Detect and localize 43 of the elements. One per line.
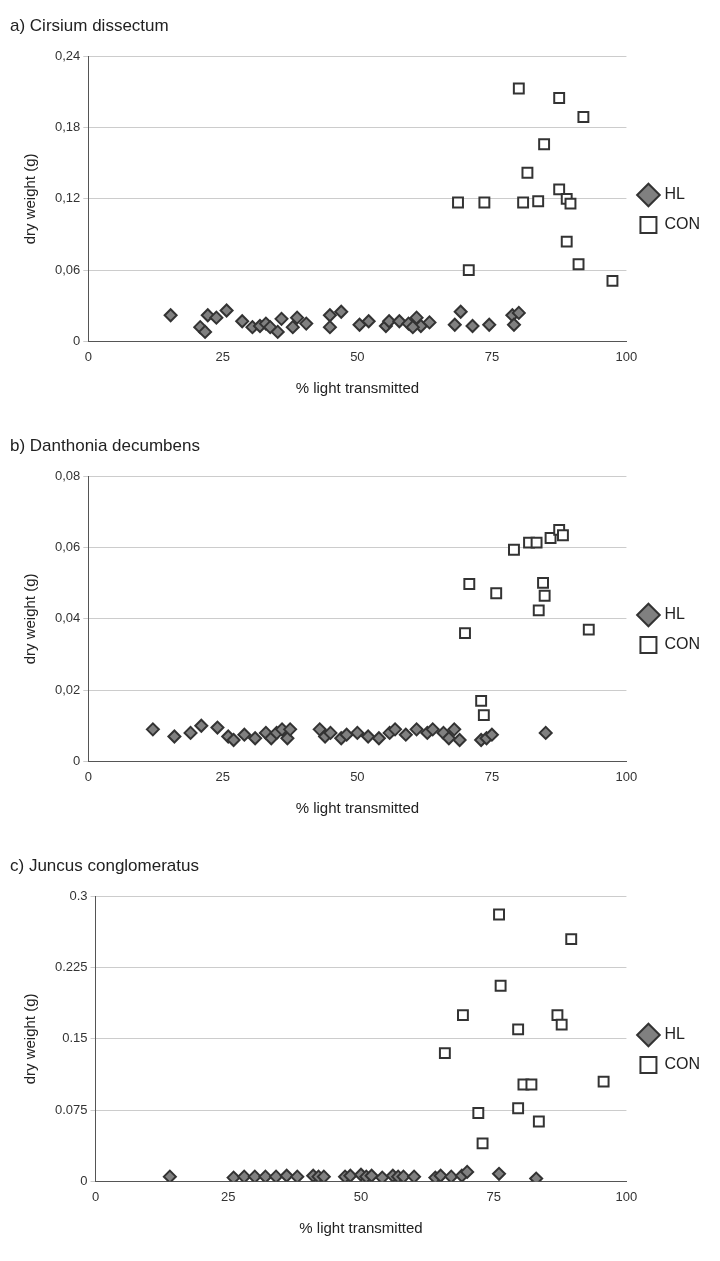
legend-label: HL <box>664 605 685 623</box>
y-axis-title: dry weight (g) <box>21 993 39 1085</box>
y-tick-label: 0.075 <box>54 1101 88 1117</box>
y-tick-label: 0,04 <box>54 610 81 626</box>
chart-title: b) Danthonia decumbens <box>10 435 200 455</box>
y-axis-title: dry weight (g) <box>21 573 39 665</box>
y-tick-label: 0 <box>73 752 81 768</box>
x-tick-label: 75 <box>484 348 500 364</box>
y-tick-label: 0,08 <box>54 467 81 483</box>
y-tick-label: 0,06 <box>54 539 81 555</box>
x-tick-label: 50 <box>350 768 365 784</box>
x-tick-label: 0 <box>91 1188 100 1204</box>
chart-title: c) Juncus conglomeratus <box>10 855 199 875</box>
y-tick-label: 0.3 <box>69 887 88 903</box>
y-tick-label: 0.15 <box>62 1030 88 1046</box>
x-axis-title: % light transmitted <box>295 379 420 397</box>
x-axis-title: % light transmitted <box>299 1219 423 1237</box>
x-tick-label: 25 <box>215 348 231 364</box>
y-tick-label: 0.225 <box>54 959 88 975</box>
y-tick-label: 0,18 <box>54 119 81 135</box>
x-tick-label: 75 <box>486 1188 501 1204</box>
chart-title: a) Cirsium dissectum <box>10 15 169 35</box>
x-tick-label: 100 <box>615 348 638 364</box>
x-tick-label: 50 <box>350 348 365 364</box>
y-axis-title: dry weight (g) <box>21 153 39 245</box>
y-tick-label: 0,06 <box>54 261 81 277</box>
x-axis-title: % light transmitted <box>295 799 420 817</box>
x-tick-label: 75 <box>484 768 500 784</box>
legend-label: HL <box>664 1025 685 1043</box>
y-tick-label: 0,12 <box>54 190 81 206</box>
legend-label: CON <box>664 1055 701 1073</box>
x-tick-label: 25 <box>215 768 231 784</box>
legend-label: HL <box>664 185 685 203</box>
x-tick-label: 25 <box>221 1188 236 1204</box>
legend-label: CON <box>664 215 701 233</box>
x-tick-label: 100 <box>615 768 638 784</box>
y-tick-label: 0 <box>80 1172 88 1188</box>
y-tick-label: 0 <box>73 332 81 348</box>
y-tick-label: 0,24 <box>54 47 81 63</box>
x-tick-label: 100 <box>615 1188 638 1204</box>
y-tick-label: 0,02 <box>54 681 81 697</box>
x-tick-label: 50 <box>353 1188 369 1204</box>
legend-label: CON <box>664 635 701 653</box>
